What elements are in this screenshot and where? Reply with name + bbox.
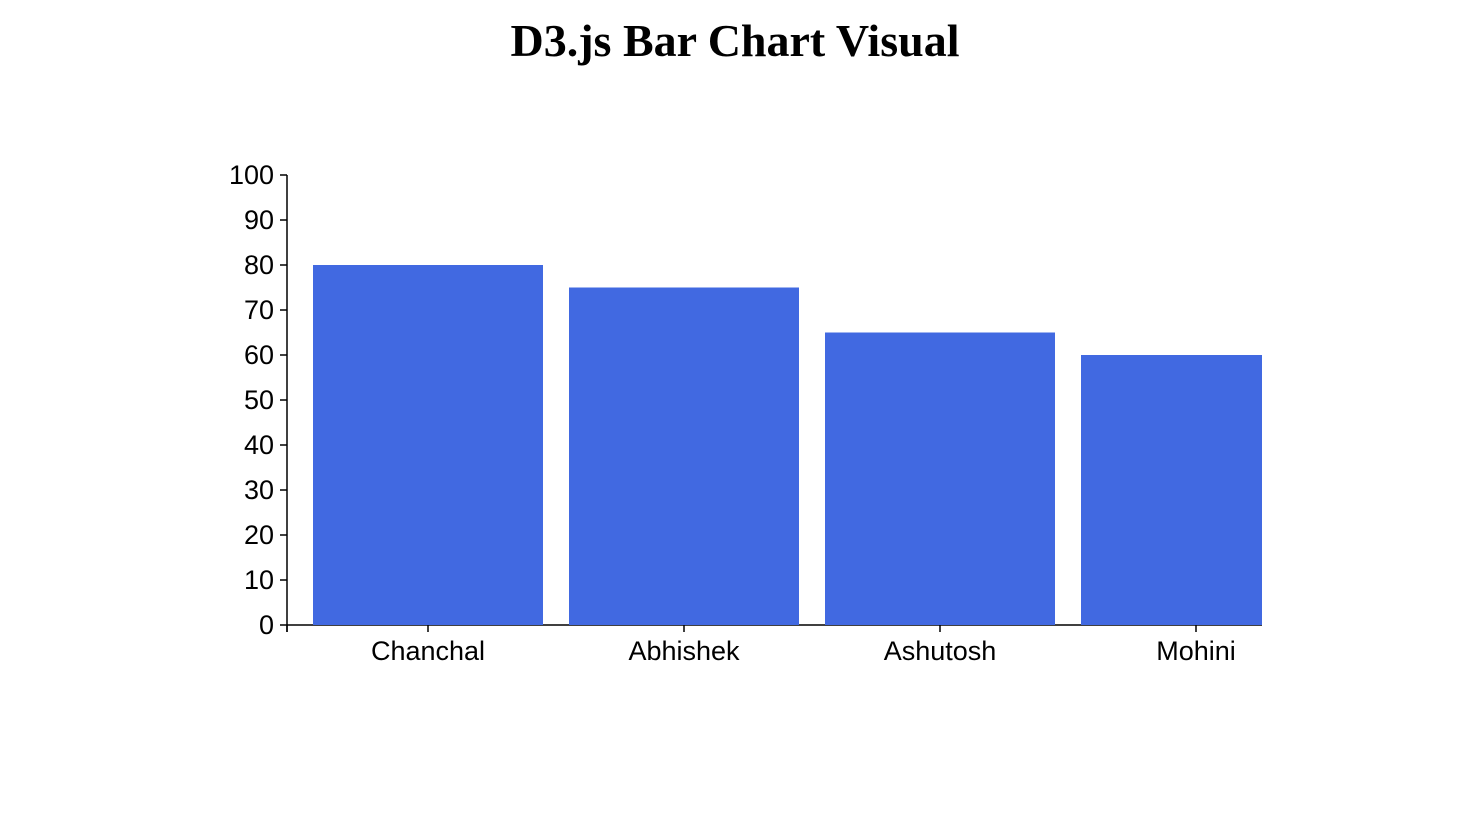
y-tick-label: 40: [244, 430, 274, 460]
y-tick-label: 10: [244, 565, 274, 595]
x-tick-label: Chanchal: [371, 636, 485, 666]
y-axis: 0 10 20 30 40 50 60 70 80 90 100: [229, 160, 288, 640]
bar-chanchal: [313, 265, 543, 625]
y-tick-label: 0: [259, 610, 274, 640]
bar-ashutosh: [825, 332, 1055, 625]
x-axis: Chanchal Abhishek Ashutosh Mohini: [286, 624, 1262, 666]
bar-abhishek: [569, 287, 799, 625]
x-tick-label: Abhishek: [628, 636, 740, 666]
bar-mohini: [1081, 355, 1262, 625]
x-tick-label: Ashutosh: [884, 636, 997, 666]
y-tick-label: 50: [244, 385, 274, 415]
y-tick-label: 30: [244, 475, 274, 505]
y-tick-label: 70: [244, 295, 274, 325]
y-tick-label: 80: [244, 250, 274, 280]
x-tick-label: Mohini: [1156, 636, 1236, 666]
y-tick-label: 90: [244, 205, 274, 235]
y-tick-label: 100: [229, 160, 274, 190]
y-tick-label: 60: [244, 340, 274, 370]
bars-group: [313, 265, 1262, 625]
y-tick-label: 20: [244, 520, 274, 550]
page-title: D3.js Bar Chart Visual: [510, 15, 960, 66]
